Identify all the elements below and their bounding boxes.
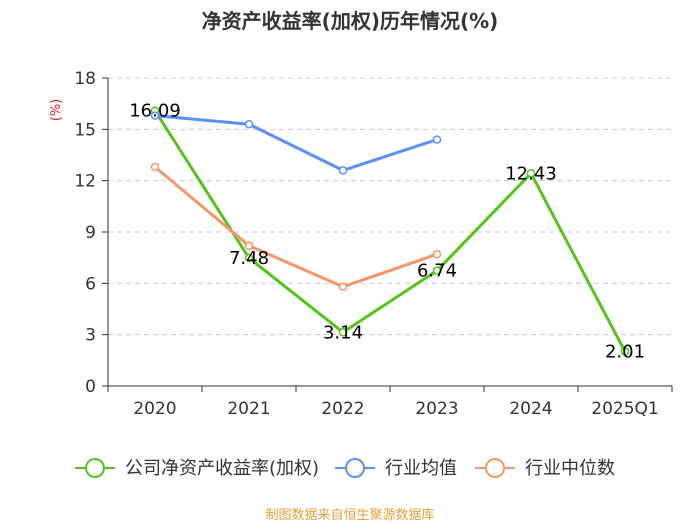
series-point-0 bbox=[244, 253, 254, 263]
grid bbox=[108, 77, 672, 336]
legend-marker-icon bbox=[345, 458, 365, 478]
data-label: 7.48 bbox=[229, 248, 269, 269]
y-tick-label: 15 bbox=[74, 120, 96, 140]
y-tick-label: 3 bbox=[85, 326, 96, 346]
series-point-0 bbox=[432, 266, 442, 275]
series-point-2 bbox=[432, 249, 442, 259]
y-tick-label: 6 bbox=[85, 274, 96, 294]
series-point-1 bbox=[432, 135, 442, 144]
legend-label: 行业均值 bbox=[385, 458, 457, 479]
y-tick-label: 18 bbox=[74, 69, 96, 89]
source-note: 制图数据来自恒生聚源数据库 bbox=[265, 507, 434, 523]
x-tick-label: 2020 bbox=[133, 399, 176, 419]
legend-item-2[interactable]: 行业中位数 bbox=[475, 458, 615, 479]
data-label: 2.01 bbox=[605, 342, 645, 363]
legend[interactable]: 公司净资产收益率(加权) 行业均值 行业中位数 bbox=[75, 458, 615, 479]
x-tick-label: 2025Q1 bbox=[591, 399, 658, 419]
series-point-2 bbox=[244, 241, 254, 250]
data-label: 3.14 bbox=[323, 322, 363, 343]
legend-marker-icon bbox=[485, 458, 505, 478]
legend-item-0[interactable]: 公司净资产收益率(加权) bbox=[75, 458, 319, 479]
series-point-0 bbox=[526, 169, 536, 178]
data-label: 6.74 bbox=[417, 261, 457, 282]
series-point-2 bbox=[150, 162, 160, 172]
data-labels: 16.09 7.48 3.14 6.74 12.43 2.01 bbox=[129, 101, 645, 363]
y-tick-label: 12 bbox=[74, 172, 96, 192]
series bbox=[150, 106, 630, 356]
y-axis-unit: (%) bbox=[49, 99, 64, 122]
legend-marker-icon bbox=[85, 458, 105, 478]
legend-label: 行业中位数 bbox=[525, 458, 615, 479]
x-tick-label: 2021 bbox=[227, 399, 270, 419]
x-tick-label: 2024 bbox=[509, 399, 552, 419]
series-line-2 bbox=[154, 165, 438, 289]
series-line-1 bbox=[154, 114, 438, 172]
data-label: 16.09 bbox=[129, 101, 181, 122]
data-label: 12.43 bbox=[505, 163, 557, 184]
y-tick-label: 9 bbox=[85, 223, 96, 243]
chart-title: 净资产收益率(加权)历年情况(%) bbox=[202, 9, 499, 33]
series-point-1 bbox=[244, 119, 254, 129]
series-point-0 bbox=[620, 347, 630, 356]
series-point-0 bbox=[338, 328, 348, 337]
legend-item-1[interactable]: 行业均值 bbox=[335, 458, 457, 479]
series-line-0 bbox=[153, 109, 627, 353]
legend-label: 公司净资产收益率(加权) bbox=[125, 458, 319, 479]
x-tick-label: 2023 bbox=[415, 399, 458, 419]
series-point-2 bbox=[338, 282, 348, 292]
axes: 0 3 6 9 12 15 18 2020 2021 2022 2023 2024 2025Q1 bbox=[74, 69, 673, 419]
x-tick-label: 2022 bbox=[321, 399, 364, 419]
series-point-1 bbox=[150, 111, 160, 120]
series-point-1 bbox=[338, 166, 348, 175]
y-tick-label: 0 bbox=[85, 377, 96, 397]
